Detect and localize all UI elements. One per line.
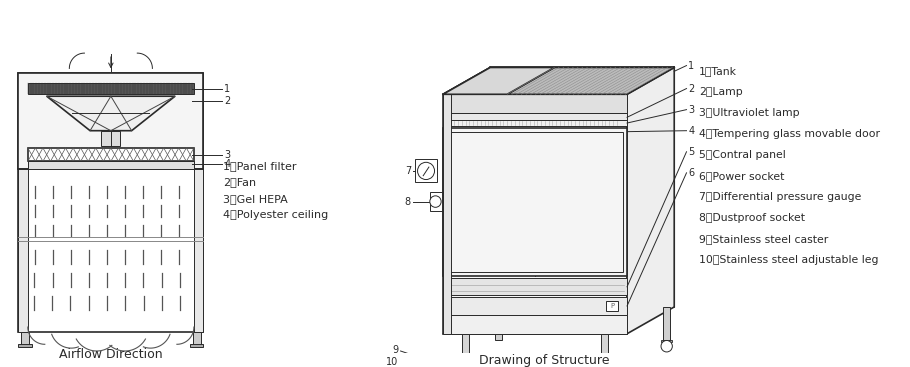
Text: 1: 1 <box>224 84 230 94</box>
Circle shape <box>430 196 441 207</box>
Bar <box>443 94 627 113</box>
Polygon shape <box>507 68 674 94</box>
Bar <box>443 94 627 334</box>
Bar <box>190 344 203 347</box>
Text: 5、Contral panel: 5、Contral panel <box>699 150 785 160</box>
Text: 7: 7 <box>405 166 411 176</box>
Text: 10、Stainless steel adjustable leg: 10、Stainless steel adjustable leg <box>699 255 878 265</box>
Bar <box>460 366 471 367</box>
Bar <box>18 73 28 332</box>
Text: 1、Panel filter: 1、Panel filter <box>223 161 297 171</box>
Bar <box>443 297 627 315</box>
Text: 6、Power socket: 6、Power socket <box>699 171 784 181</box>
Bar <box>662 307 671 341</box>
Text: 4: 4 <box>688 126 694 136</box>
Bar <box>661 339 672 342</box>
Bar <box>28 161 194 166</box>
Bar <box>443 315 627 334</box>
Text: 5: 5 <box>688 147 694 157</box>
Bar <box>443 128 627 276</box>
Bar <box>443 278 627 295</box>
Bar <box>430 192 443 211</box>
Bar <box>447 132 623 272</box>
Bar <box>101 131 120 146</box>
Bar <box>606 301 618 311</box>
Bar <box>601 334 608 367</box>
Bar <box>28 148 194 161</box>
Text: 7、Differential pressure gauge: 7、Differential pressure gauge <box>699 192 861 202</box>
Text: 2: 2 <box>224 96 230 106</box>
Text: 9: 9 <box>392 345 399 355</box>
Bar <box>443 113 627 120</box>
Bar <box>21 332 29 345</box>
Text: 1、Tank: 1、Tank <box>699 66 737 76</box>
Text: 4: 4 <box>224 159 230 169</box>
Bar <box>18 73 203 169</box>
Bar <box>28 161 194 169</box>
Polygon shape <box>627 68 674 334</box>
Text: 3: 3 <box>224 150 230 160</box>
Bar <box>443 94 450 334</box>
Text: 10: 10 <box>387 357 399 367</box>
Circle shape <box>418 162 435 179</box>
Polygon shape <box>443 68 674 94</box>
Text: 8: 8 <box>405 197 411 207</box>
Bar <box>18 73 203 332</box>
Polygon shape <box>443 68 554 94</box>
Text: 6: 6 <box>688 168 694 178</box>
Text: 8、Dustproof socket: 8、Dustproof socket <box>699 213 804 223</box>
Text: 4、Polyester ceiling: 4、Polyester ceiling <box>223 210 329 220</box>
Text: 1: 1 <box>688 61 694 70</box>
Text: 3、Ultraviolet lamp: 3、Ultraviolet lamp <box>699 108 799 118</box>
Text: 4、Tempering glass movable door: 4、Tempering glass movable door <box>699 129 880 139</box>
Text: 9、Stainless steel caster: 9、Stainless steel caster <box>699 234 828 244</box>
Text: 2: 2 <box>688 84 694 94</box>
Bar <box>599 366 610 367</box>
Bar <box>443 120 627 126</box>
Bar <box>193 332 200 345</box>
Text: P: P <box>610 303 614 309</box>
Circle shape <box>661 341 672 352</box>
Bar <box>194 73 203 332</box>
Text: 3、Gel HEPA: 3、Gel HEPA <box>223 194 288 204</box>
Text: 2、Lamp: 2、Lamp <box>699 87 743 97</box>
Text: Drawing of Structure: Drawing of Structure <box>479 354 610 367</box>
Bar <box>495 307 502 341</box>
Bar <box>462 334 470 367</box>
Bar <box>28 83 194 94</box>
Bar <box>415 159 438 182</box>
Bar <box>18 344 32 347</box>
Bar <box>447 264 623 269</box>
Text: Airflow Direction: Airflow Direction <box>59 348 163 361</box>
Text: 3: 3 <box>688 105 694 115</box>
Text: 2、Fan: 2、Fan <box>223 177 257 188</box>
Polygon shape <box>46 96 175 131</box>
